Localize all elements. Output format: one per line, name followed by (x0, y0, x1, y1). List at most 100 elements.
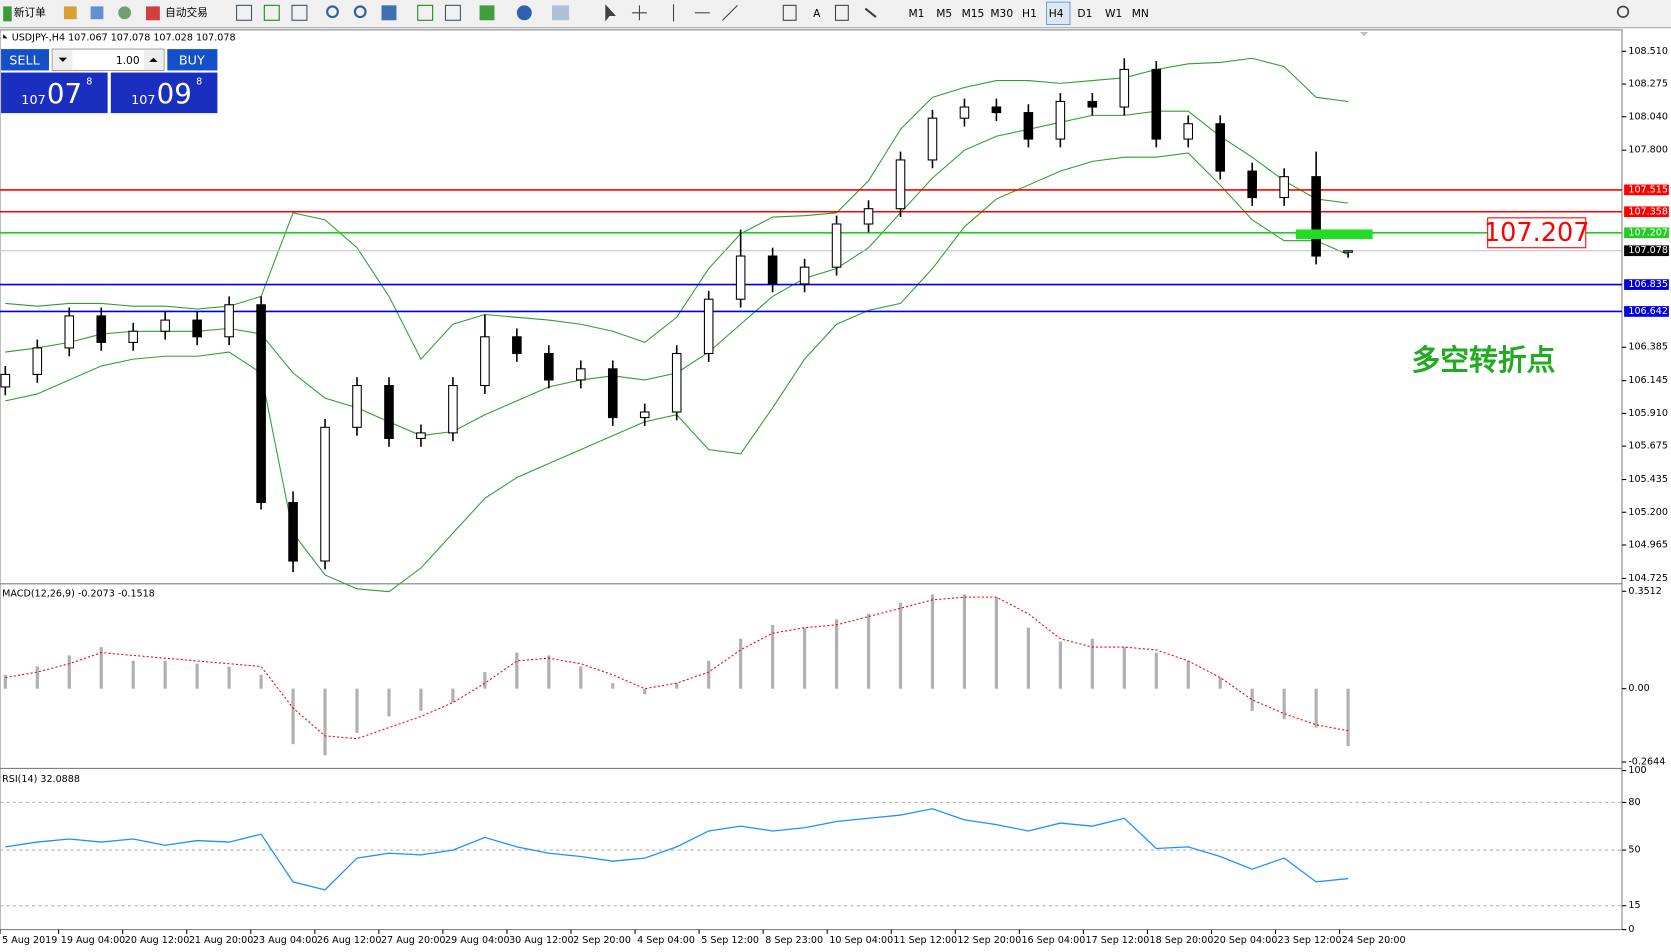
macd-bar (802, 627, 807, 689)
timeframe-button[interactable]: H1 (1022, 7, 1037, 20)
buy-price-box[interactable] (110, 72, 218, 114)
candle-body (639, 411, 650, 419)
price-level-box (1624, 206, 1669, 218)
timeframe-button[interactable]: M15 (962, 7, 985, 20)
y-tick-label: 108.040 (1628, 111, 1668, 122)
macd-bar (1314, 688, 1318, 728)
buy-button-bg[interactable] (167, 49, 218, 71)
turning-point-marker (1295, 229, 1373, 240)
candle-body (1247, 170, 1257, 199)
macd-bar (707, 660, 711, 689)
buy-button[interactable]: BUY (179, 53, 205, 68)
x-tick-label: 23 Aug 04:00 (253, 935, 318, 946)
level-callout-box (1487, 217, 1587, 249)
y-tick-label: 80 (1628, 797, 1640, 808)
shift-marker (1359, 32, 1369, 37)
x-tick-label: 30 Aug 12:00 (509, 935, 574, 946)
candle-body (1151, 68, 1162, 140)
macd-bar (419, 688, 423, 711)
symbol: USDJPY-,H4 (12, 32, 65, 43)
macd-bar (547, 655, 551, 689)
x-tick-label: 4 Sep 04:00 (637, 935, 695, 946)
sell-button-bg[interactable] (1, 49, 50, 71)
candle-body (671, 352, 682, 413)
y-tick-label: 105.675 (1628, 441, 1668, 452)
sell-price-head: 107 (21, 93, 45, 108)
candle-body (544, 352, 554, 381)
last-high: 107.078 (111, 32, 151, 43)
y-tick-label: 15 (1628, 900, 1640, 911)
sell-price-big: 07 (47, 77, 82, 110)
y-tick-label: -0.2644 (1628, 757, 1665, 768)
y-tick-label: 105.910 (1628, 408, 1668, 419)
price-level-label: 107.078 (1628, 245, 1668, 256)
macd-bar (323, 688, 327, 756)
y-tick-label: 0.3512 (1628, 586, 1661, 597)
candle-body (448, 385, 458, 434)
timeframe-button[interactable]: M5 (936, 7, 952, 20)
candle-body (927, 117, 938, 161)
y-tick-label: 108.275 (1628, 79, 1668, 90)
candle-body (1279, 176, 1289, 199)
candle-body (480, 336, 490, 387)
candle-body (1055, 100, 1066, 140)
x-tick-label: 20 Sep 04:00 (1214, 935, 1278, 946)
macd-bar (1218, 677, 1222, 689)
auto-trade-button[interactable]: 自动交易 (165, 6, 208, 19)
macd-bar (994, 597, 999, 689)
timeframe-button[interactable]: M30 (990, 7, 1013, 20)
trade-panel: SELL 1.00 BUY 107 07 8 107 09 8 (1, 48, 218, 114)
y-tick-label: 0.00 (1628, 683, 1649, 694)
y-tick-label: 107.800 (1628, 145, 1668, 156)
x-tick-label: 27 Aug 20:00 (381, 935, 446, 946)
candle-body (256, 304, 266, 504)
price-level-box (1624, 227, 1669, 239)
macd-bar (451, 688, 455, 703)
y-tick-label: 108.510 (1628, 46, 1668, 57)
lot-box[interactable] (51, 48, 165, 71)
sell-price-box[interactable] (1, 72, 108, 114)
timeframe-button[interactable]: W1 (1105, 7, 1122, 20)
y-tick-label: 105.200 (1628, 507, 1668, 518)
candle-body (32, 347, 43, 375)
candle-body (0, 373, 11, 388)
macd-bar (163, 660, 167, 689)
macd-header: MACD(12,26,9) -0.2073 -0.1518 (2, 588, 155, 599)
macd-bar (99, 647, 103, 689)
macd-bar (355, 688, 359, 734)
macd-bar (515, 652, 519, 689)
x-tick-label: 19 Aug 04:00 (61, 935, 126, 946)
macd-bar (611, 683, 615, 689)
macd-title: MACD(12,26,9) (2, 588, 75, 599)
buy-price-head: 107 (131, 93, 155, 108)
macd-bar (866, 613, 871, 689)
price-level-label: 106.642 (1628, 306, 1668, 317)
y-tick-label: 50 (1628, 845, 1640, 856)
candle-body (767, 255, 778, 285)
timeframe-button[interactable]: H4 (1049, 7, 1064, 20)
timeframe-button[interactable]: D1 (1077, 7, 1092, 20)
candle-body (1023, 112, 1034, 140)
x-tick-label: 12 Sep 20:00 (957, 935, 1021, 946)
macd-main: -0.2073 (78, 588, 115, 599)
lot-value[interactable]: 1.00 (116, 54, 140, 67)
candle-body (128, 330, 139, 343)
sell-button[interactable]: SELL (9, 53, 40, 68)
x-tick-label: 18 Sep 20:00 (1150, 935, 1214, 946)
timeframe-button[interactable]: MN (1132, 7, 1149, 20)
candle-body (192, 319, 202, 338)
candle-body (1343, 250, 1353, 253)
buy-price-big: 09 (157, 77, 192, 110)
last-close: 107.078 (196, 32, 236, 43)
sell-price-tail: 8 (86, 77, 92, 88)
timeframe-button[interactable]: M1 (909, 7, 925, 20)
new-order-button[interactable]: 新订单 (14, 6, 46, 19)
candle-body (576, 368, 586, 381)
candle-body (1183, 123, 1194, 140)
macd-signal: -0.1518 (118, 588, 155, 599)
candle-body (863, 208, 874, 225)
candle-body (352, 385, 362, 428)
candle-body (1087, 100, 1098, 108)
macd-bar (898, 602, 903, 689)
